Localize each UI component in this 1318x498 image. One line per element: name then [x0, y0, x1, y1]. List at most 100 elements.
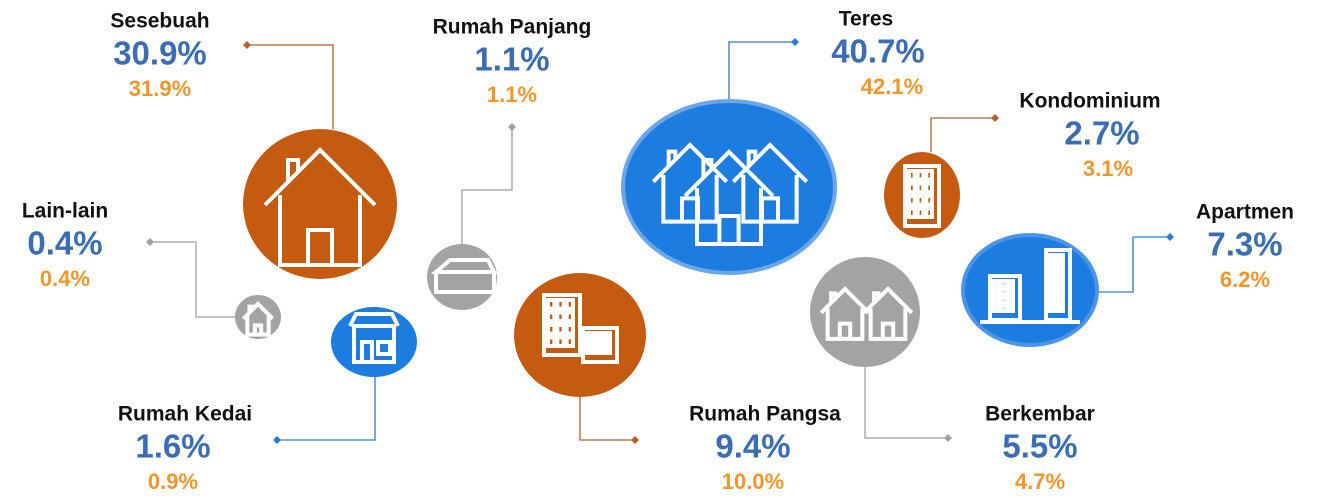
- icon: [348, 312, 400, 362]
- diamond: [146, 238, 154, 246]
- icon: [585, 343, 595, 349]
- icon: [862, 286, 914, 341]
- circle: [961, 233, 1099, 347]
- icon: [1053, 253, 1060, 268]
- diamond: [508, 123, 516, 131]
- icon: [731, 142, 809, 224]
- icon: [430, 258, 498, 294]
- share: 9.4%: [715, 428, 790, 465]
- icon: [241, 301, 275, 337]
- icon: [555, 310, 566, 323]
- icon: [593, 331, 604, 337]
- share: 5.5%: [1002, 428, 1077, 465]
- icon: [555, 298, 566, 311]
- share-2: 4.7%: [1015, 469, 1065, 494]
- share-2: 31.9%: [129, 76, 191, 101]
- icon: [999, 304, 1008, 313]
- icon: [593, 349, 604, 355]
- icon: [263, 147, 377, 267]
- icon: [683, 149, 775, 246]
- diamond: [631, 436, 639, 444]
- label: Berkembar: [985, 403, 1095, 426]
- connector: [728, 41, 795, 101]
- icon: [1006, 304, 1016, 313]
- icon: [602, 337, 612, 343]
- share-2: 6.2%: [1220, 267, 1270, 292]
- icon: [651, 142, 729, 224]
- connector: [277, 377, 376, 441]
- icon: [585, 337, 595, 343]
- icon: [819, 286, 871, 341]
- icon: [1058, 268, 1065, 283]
- icon: [999, 279, 1008, 288]
- icon: [1006, 279, 1016, 288]
- icon: [555, 335, 566, 348]
- connector: [864, 367, 948, 439]
- share: 2.7%: [1064, 115, 1139, 152]
- share-2: 0.4%: [40, 266, 90, 291]
- icon: [992, 296, 1001, 305]
- label: Rumah Panjang: [433, 16, 592, 39]
- icon: [1048, 283, 1055, 298]
- icon: [915, 169, 926, 182]
- connector: [247, 44, 334, 129]
- icon: [915, 194, 926, 207]
- icon: [585, 331, 595, 337]
- share: 1.1%: [474, 41, 549, 78]
- icon: [1048, 298, 1055, 313]
- icon: [992, 304, 1001, 313]
- label: Rumah Kedai: [118, 403, 252, 426]
- icon: [546, 335, 557, 348]
- share-2: 3.1%: [1083, 156, 1133, 181]
- share: 30.9%: [113, 35, 207, 72]
- label: Apartmen: [1196, 201, 1294, 224]
- share: 0.4%: [27, 225, 102, 262]
- icon: [564, 323, 576, 336]
- share-2: 10.0%: [722, 469, 784, 494]
- connector: [1092, 236, 1170, 293]
- icon: [546, 310, 557, 323]
- icon: [585, 349, 595, 355]
- icon: [1048, 268, 1055, 283]
- icon: [992, 287, 1001, 296]
- icon: [546, 323, 557, 336]
- icon: [1058, 283, 1065, 298]
- icon: [602, 349, 612, 355]
- connector: [150, 241, 235, 318]
- label: Lain-lain: [22, 200, 108, 223]
- circle: [621, 99, 837, 275]
- icon: [546, 298, 557, 311]
- icon: [924, 181, 934, 194]
- label: Rumah Pangsa: [689, 403, 841, 426]
- share: 7.3%: [1207, 226, 1282, 263]
- diamond: [1166, 233, 1174, 241]
- share-2: 42.1%: [861, 74, 923, 99]
- icon: [564, 298, 576, 311]
- diamond: [944, 434, 952, 442]
- icon: [1006, 287, 1016, 296]
- icon: [999, 287, 1008, 296]
- icon: [581, 326, 619, 364]
- icon: [555, 323, 566, 336]
- diamond: [273, 436, 281, 444]
- connector: [461, 127, 513, 244]
- icon: [992, 279, 1001, 288]
- icon: [1048, 253, 1055, 268]
- icon: [564, 310, 576, 323]
- diamond: [991, 114, 999, 122]
- icon: [1006, 296, 1016, 305]
- icon: [924, 194, 934, 207]
- icon: [602, 331, 612, 337]
- icon: [924, 169, 934, 182]
- icon: [915, 181, 926, 194]
- label: Sesebuah: [110, 10, 209, 33]
- icon: [907, 181, 917, 194]
- icon: [1053, 298, 1060, 313]
- icon: [564, 335, 576, 348]
